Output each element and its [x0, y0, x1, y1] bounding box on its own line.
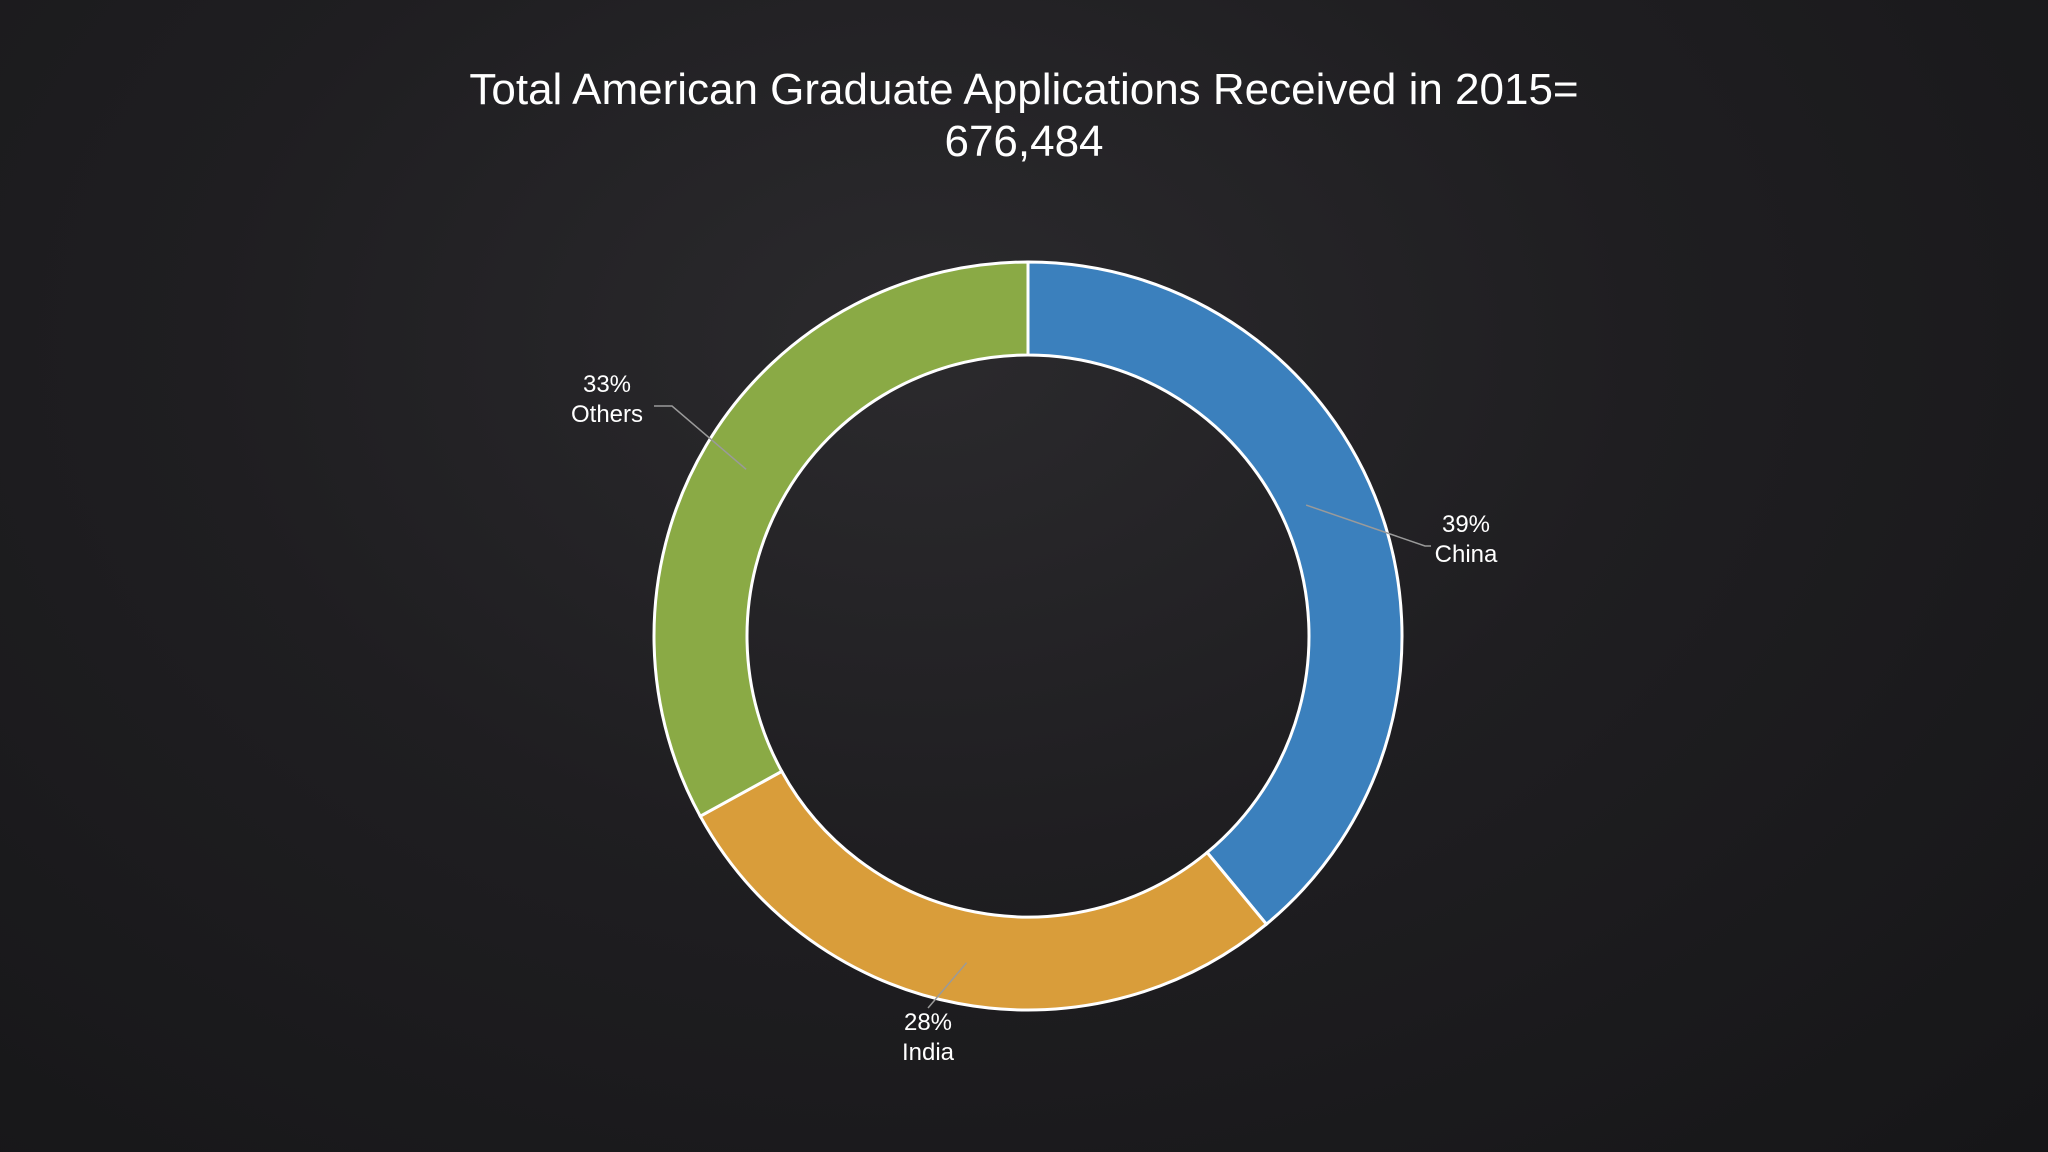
slice-value-label-china: 39% [1442, 511, 1490, 538]
chart-title-line2: 676,484 [944, 117, 1104, 166]
slice-india [698, 769, 1269, 1012]
slice-value-label-india: 28% [904, 1009, 952, 1036]
donut-slices [652, 260, 1404, 1012]
slice-china [1026, 260, 1404, 927]
slice-others [652, 260, 1030, 819]
slice-value-label-others: 33% [583, 371, 631, 398]
slice-category-label-others: Others [571, 401, 643, 428]
leader-line-india [927, 962, 968, 1009]
chart-title-line1: Total American Graduate Applications Rec… [469, 65, 1579, 114]
leader-lines [654, 405, 1431, 1009]
slice-category-label-india: India [902, 1039, 955, 1066]
slice-labels: 39% China 28% India 33% Others [571, 371, 1498, 1066]
chart-title: Total American Graduate Applications Rec… [0, 64, 2048, 168]
leader-line-others [654, 405, 747, 470]
slice-category-label-china: China [1435, 541, 1498, 568]
leader-line-china [1305, 504, 1431, 547]
